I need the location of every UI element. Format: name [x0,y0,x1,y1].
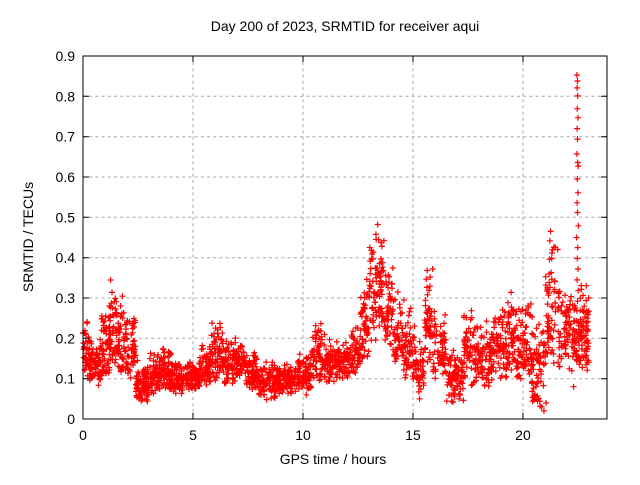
y-axis-tick-labels: 0 0.1 0.2 0.3 0.4 0.5 0.6 0.7 0.8 0.9 [56,48,76,427]
chart-title: Day 200 of 2023, SRMTID for receiver aqu… [211,18,479,34]
y-tick-label: 0.4 [56,250,76,266]
axis-tick-marks [82,55,607,420]
y-tick-label: 0.3 [56,290,76,306]
y-axis-label: SRMTID / TECUs [20,182,36,292]
x-tick-label: 5 [189,427,197,443]
y-tick-label: 0.5 [56,209,76,225]
x-tick-label: 10 [295,427,311,443]
x-tick-label: 0 [79,427,87,443]
y-tick-label: 0.2 [56,330,76,346]
x-tick-label: 20 [515,427,531,443]
x-axis-tick-labels: 0 5 10 15 20 [79,427,531,443]
y-tick-label: 0 [67,411,75,427]
x-axis-label: GPS time / hours [280,451,387,467]
plot-border [82,55,608,420]
y-tick-label: 0.8 [56,88,76,104]
y-tick-label: 0.7 [56,129,76,145]
y-tick-label: 0.6 [56,169,76,185]
x-tick-label: 15 [405,427,421,443]
y-tick-label: 0.9 [56,48,76,64]
grid-lines [83,56,607,419]
y-tick-label: 0.1 [56,371,76,387]
